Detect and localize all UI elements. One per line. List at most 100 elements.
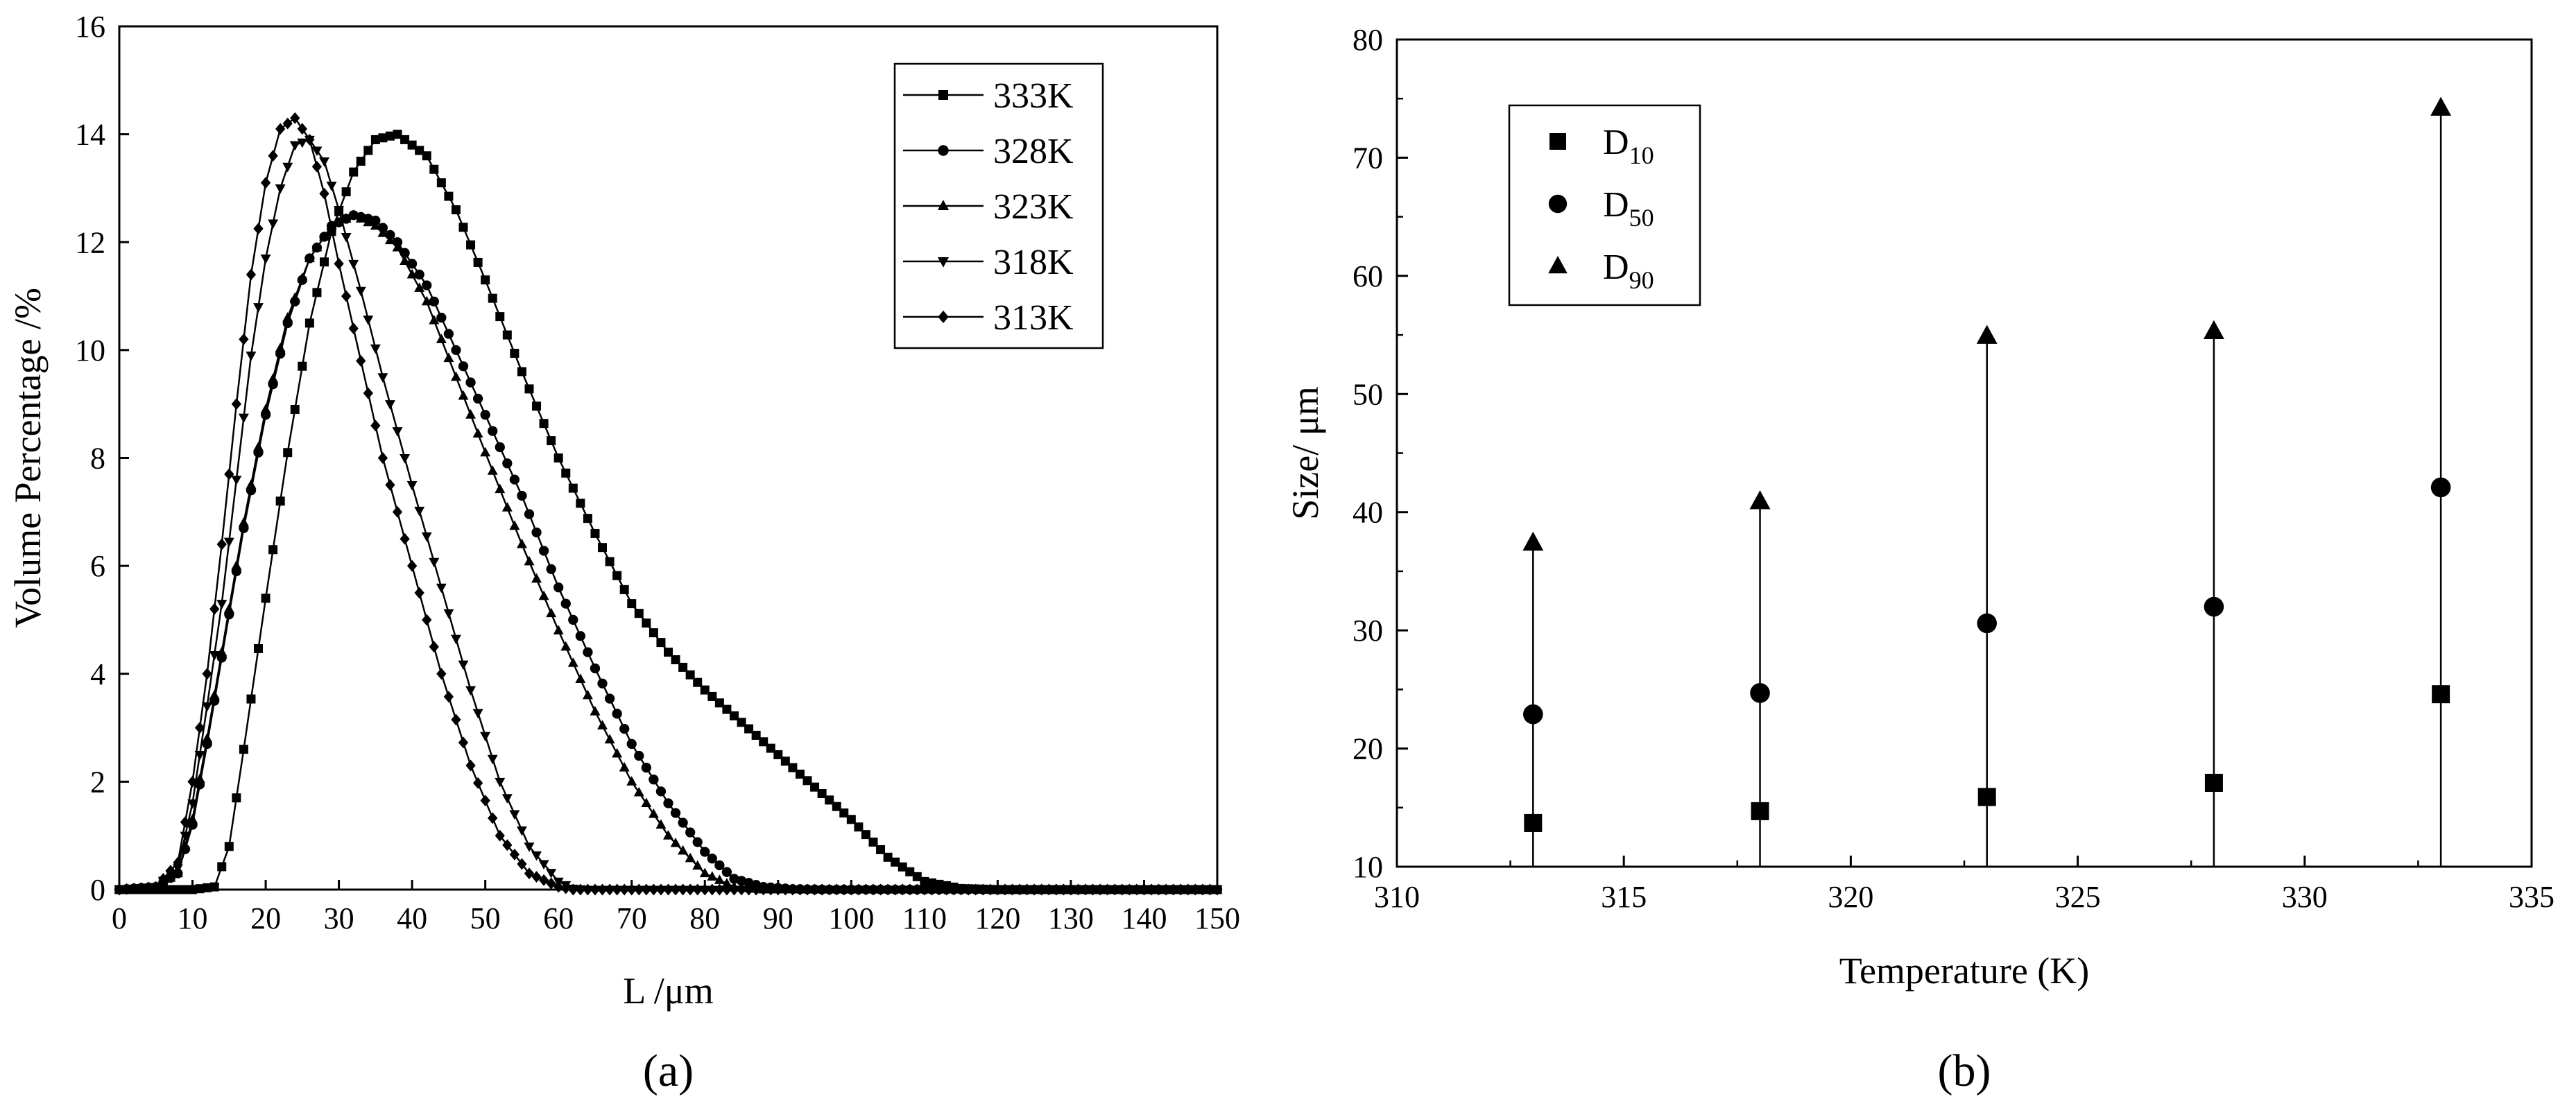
chart-b-legend-item: D10: [1549, 123, 1654, 169]
chart-b-series-group: [1522, 96, 2452, 832]
chart-a-point-333K: [312, 288, 322, 297]
chart-a-point-333K: [846, 815, 856, 824]
chart-a-point-333K: [524, 384, 534, 394]
chart-a-point-318K: [501, 794, 513, 804]
chart-a-point-333K: [605, 557, 615, 566]
chart-a-point-318K: [538, 860, 549, 870]
chart-b-point-D10: [1524, 813, 1543, 832]
chart-a-point-333K: [261, 594, 271, 603]
chart-a-point-318K: [436, 583, 447, 594]
chart-a-point-323K: [450, 371, 461, 381]
chart-a-point-313K: [341, 290, 352, 302]
chart-a-point-333K: [561, 468, 571, 478]
chart-a-point-323K: [721, 878, 732, 888]
chart-a-point-313K: [275, 123, 286, 135]
chart-b-point-D90: [1976, 324, 1998, 344]
chart-a-point-333K: [751, 730, 761, 740]
chart-a-point-313K: [304, 133, 315, 146]
chart-b-x-tick-label: 335: [2509, 880, 2554, 914]
chart-a-point-318K: [406, 481, 418, 491]
chart-a-point-328K: [583, 647, 593, 657]
chart-a-point-323K: [289, 292, 300, 302]
chart-a-point-313K: [406, 560, 418, 572]
chart-a-point-333K: [451, 205, 461, 215]
chart-a-point-323K: [429, 314, 440, 324]
chart-a-point-313K: [363, 387, 373, 399]
chart-a-point-323K: [553, 625, 564, 635]
chart-a-point-323K: [670, 837, 681, 847]
chart-a-point-313K: [546, 877, 556, 890]
chart-a-point-318K: [341, 232, 352, 243]
chart-a-point-333K: [891, 857, 900, 867]
chart-a-point-313K: [480, 795, 490, 807]
chart-a-point-323K: [575, 673, 586, 684]
chart-b-legend-label: D90: [1603, 248, 1654, 294]
chart-a-x-axis-label: L /μm: [623, 970, 713, 1012]
chart-a-point-313K: [458, 736, 469, 749]
chart-a-point-313K: [326, 223, 337, 235]
chart-a-point-318K: [472, 709, 483, 719]
chart-a-point-333K: [458, 223, 468, 232]
chart-a-point-318K: [443, 609, 454, 619]
chart-a-point-333K: [759, 737, 768, 747]
chart-a-point-328K: [517, 490, 527, 501]
chart-a-point-333K: [832, 802, 841, 811]
chart-a-point-333K: [429, 164, 439, 174]
chart-a-point-323K: [334, 216, 345, 227]
chart-a-point-313K: [187, 775, 198, 788]
chart-a-x-tick-label: 30: [324, 901, 354, 935]
chart-a-legend-label: 333K: [993, 76, 1074, 116]
chart-a-point-323K: [619, 762, 630, 772]
chart-a-point-323K: [692, 860, 703, 870]
chart-a-point-333K: [539, 419, 549, 429]
chart-b-y-tick-label: 50: [1353, 377, 1383, 411]
chart-a-point-333K: [729, 711, 739, 720]
chart-a-point-333K: [744, 724, 754, 734]
chart-a-y-axis-label: Volume Percentage /%: [7, 288, 49, 628]
chart-b-y-ticks: 10 20 30 40 50 60 70 80: [1353, 23, 1408, 884]
chart-a-point-333K: [927, 878, 936, 888]
chart-a-point-328K: [553, 582, 564, 593]
chart-a-y-tick-label: 8: [90, 442, 105, 476]
chart-a-point-313K: [370, 419, 381, 432]
chart-a-point-313K: [268, 150, 278, 162]
chart-a-point-323K: [282, 312, 293, 322]
chart-a-point-333K: [568, 483, 578, 493]
chart-a-point-313K: [334, 257, 344, 270]
chart-a-point-323K: [253, 441, 264, 451]
chart-a-point-333K: [304, 318, 314, 328]
chart-a-point-323K: [560, 641, 572, 651]
chart-a-point-323K: [187, 813, 198, 824]
chart-a-point-313K: [282, 117, 293, 130]
chart-a-point-328K: [451, 345, 461, 356]
chart-a-point-323K: [655, 819, 667, 829]
chart-b-point-D90: [1522, 531, 1544, 551]
chart-a-point-333K: [876, 845, 886, 854]
chart-a-point-318K: [480, 732, 491, 742]
chart-a-point-313K: [231, 398, 242, 410]
chart-a-x-ticks: 0 10 20 30 40 50 60 70 80 90 100 110 120 130 140 150: [112, 880, 1240, 935]
chart-a-point-313K: [144, 881, 154, 894]
chart-a-y-ticks: 0 2 4 6 8 10 12 14 16: [75, 10, 129, 907]
chart-a-point-313K: [451, 713, 461, 726]
chart-a-point-328K: [575, 631, 586, 641]
chart-a-point-333K: [707, 691, 717, 701]
chart-a-point-313K: [297, 123, 307, 135]
chart-a-point-333K: [239, 745, 248, 754]
chart-a-point-328K: [700, 847, 710, 857]
chart-a-point-313K: [311, 160, 323, 173]
chart-a-point-328K: [472, 393, 483, 404]
chart-a-point-333K: [385, 131, 395, 141]
chart-a-point-313K: [392, 505, 403, 518]
chart-a-point-323K: [626, 776, 637, 786]
chart-a-x-tick-label: 70: [617, 901, 647, 935]
chart-a-point-318K: [546, 869, 557, 878]
chart-a-point-323K: [400, 255, 411, 266]
chart-a-point-328K: [414, 269, 424, 280]
chart-a-point-333K: [619, 585, 629, 594]
chart-a-point-323K: [275, 343, 286, 352]
chart-b-x-tick-label: 315: [1601, 880, 1647, 914]
chart-a-point-328K: [524, 509, 535, 519]
chart-a-legend-label: 328K: [993, 132, 1074, 171]
